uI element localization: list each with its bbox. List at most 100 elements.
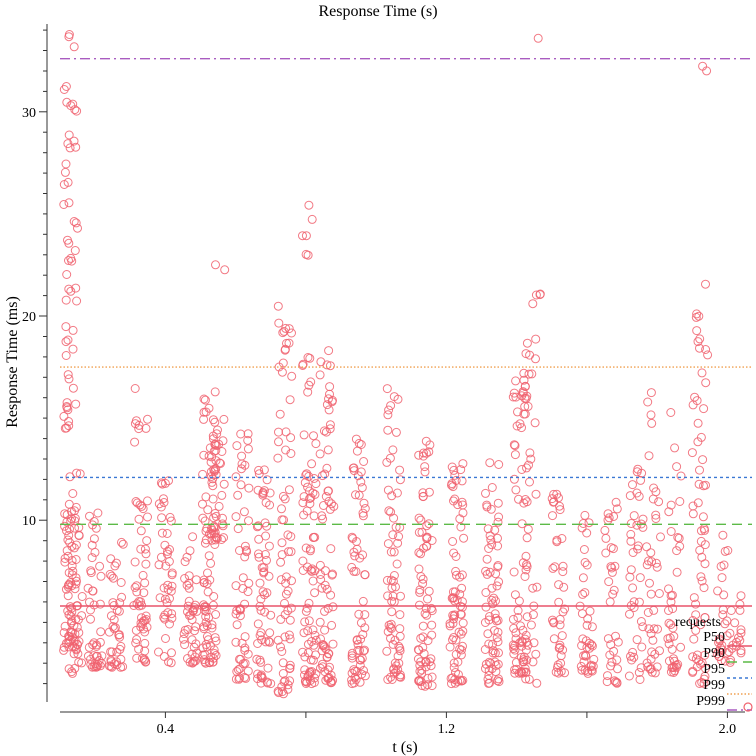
data-point — [215, 458, 225, 468]
data-point — [84, 642, 94, 652]
data-point — [203, 587, 213, 597]
data-point — [360, 570, 370, 580]
data-point — [389, 571, 399, 580]
data-point — [243, 649, 253, 659]
data-point — [456, 465, 466, 475]
data-point — [454, 627, 464, 637]
data-point — [349, 466, 359, 476]
data-point — [59, 180, 69, 189]
data-point — [66, 611, 76, 621]
data-point — [422, 534, 432, 544]
data-point — [608, 589, 618, 599]
data-point — [311, 439, 321, 449]
data-point — [116, 641, 126, 651]
data-point — [302, 603, 312, 613]
data-point — [578, 589, 588, 599]
data-point — [647, 557, 657, 567]
data-point — [77, 658, 87, 668]
data-point — [201, 612, 211, 622]
data-point — [395, 670, 405, 680]
data-point — [61, 337, 71, 347]
data-point — [156, 552, 166, 562]
data-point — [605, 650, 615, 660]
data-point — [59, 85, 69, 94]
data-point — [447, 593, 457, 603]
data-point — [714, 637, 723, 647]
data-point — [239, 507, 249, 517]
data-point — [71, 218, 81, 228]
data-point — [254, 534, 264, 544]
data-point — [485, 531, 495, 541]
data-point — [243, 444, 253, 454]
data-point — [427, 620, 437, 630]
data-point — [283, 684, 293, 694]
data-point — [161, 634, 170, 643]
data-point — [701, 279, 710, 289]
data-point — [700, 613, 710, 622]
data-point — [202, 621, 212, 631]
data-point — [299, 430, 309, 440]
data-point — [736, 648, 746, 658]
data-point — [286, 449, 296, 458]
data-point — [451, 668, 460, 677]
data-point — [67, 628, 77, 638]
data-point — [315, 560, 325, 570]
data-point — [277, 687, 287, 697]
data-point — [560, 604, 570, 614]
data-point — [258, 587, 268, 597]
data-point — [510, 450, 520, 460]
data-point — [298, 359, 308, 369]
data-point — [510, 441, 520, 451]
data-point — [61, 584, 71, 594]
data-point — [549, 618, 559, 628]
data-point — [520, 664, 530, 674]
data-point — [389, 547, 399, 557]
data-point — [281, 578, 291, 588]
data-point — [457, 602, 467, 612]
data-point — [522, 533, 532, 543]
data-point — [308, 655, 318, 665]
data-point — [449, 633, 459, 642]
data-point — [670, 443, 680, 453]
data-point — [139, 588, 149, 598]
data-point — [688, 616, 698, 625]
data-point — [71, 614, 81, 624]
data-point — [130, 437, 140, 447]
data-point — [304, 598, 314, 608]
data-point — [394, 658, 404, 668]
data-point — [285, 615, 295, 625]
data-point — [117, 537, 126, 547]
data-point — [395, 646, 405, 656]
data-point — [219, 414, 229, 424]
data-point — [138, 504, 148, 514]
data-point — [86, 660, 96, 669]
data-point — [59, 200, 69, 209]
data-point — [521, 674, 531, 684]
data-point — [107, 571, 117, 581]
data-point — [199, 407, 209, 417]
data-point — [695, 334, 705, 344]
data-point — [300, 665, 310, 675]
data-point — [510, 668, 520, 678]
y-axis-ticks: 10 20 30 — [22, 29, 47, 685]
data-point — [303, 387, 313, 397]
data-point — [143, 512, 152, 522]
data-point — [415, 675, 424, 685]
data-point — [531, 334, 541, 344]
data-point — [236, 480, 246, 490]
data-point — [351, 567, 361, 576]
data-point — [60, 557, 70, 567]
data-point — [552, 535, 562, 545]
data-point — [486, 535, 496, 545]
data-point — [281, 589, 291, 599]
data-point — [143, 414, 152, 424]
legend-label-p95: P95 — [703, 662, 725, 677]
data-point — [359, 457, 369, 466]
data-point — [116, 662, 126, 672]
data-point — [319, 426, 329, 436]
data-point — [725, 628, 735, 638]
data-point — [647, 667, 657, 677]
data-point — [523, 524, 533, 534]
data-point — [62, 423, 71, 433]
data-point — [522, 463, 531, 473]
